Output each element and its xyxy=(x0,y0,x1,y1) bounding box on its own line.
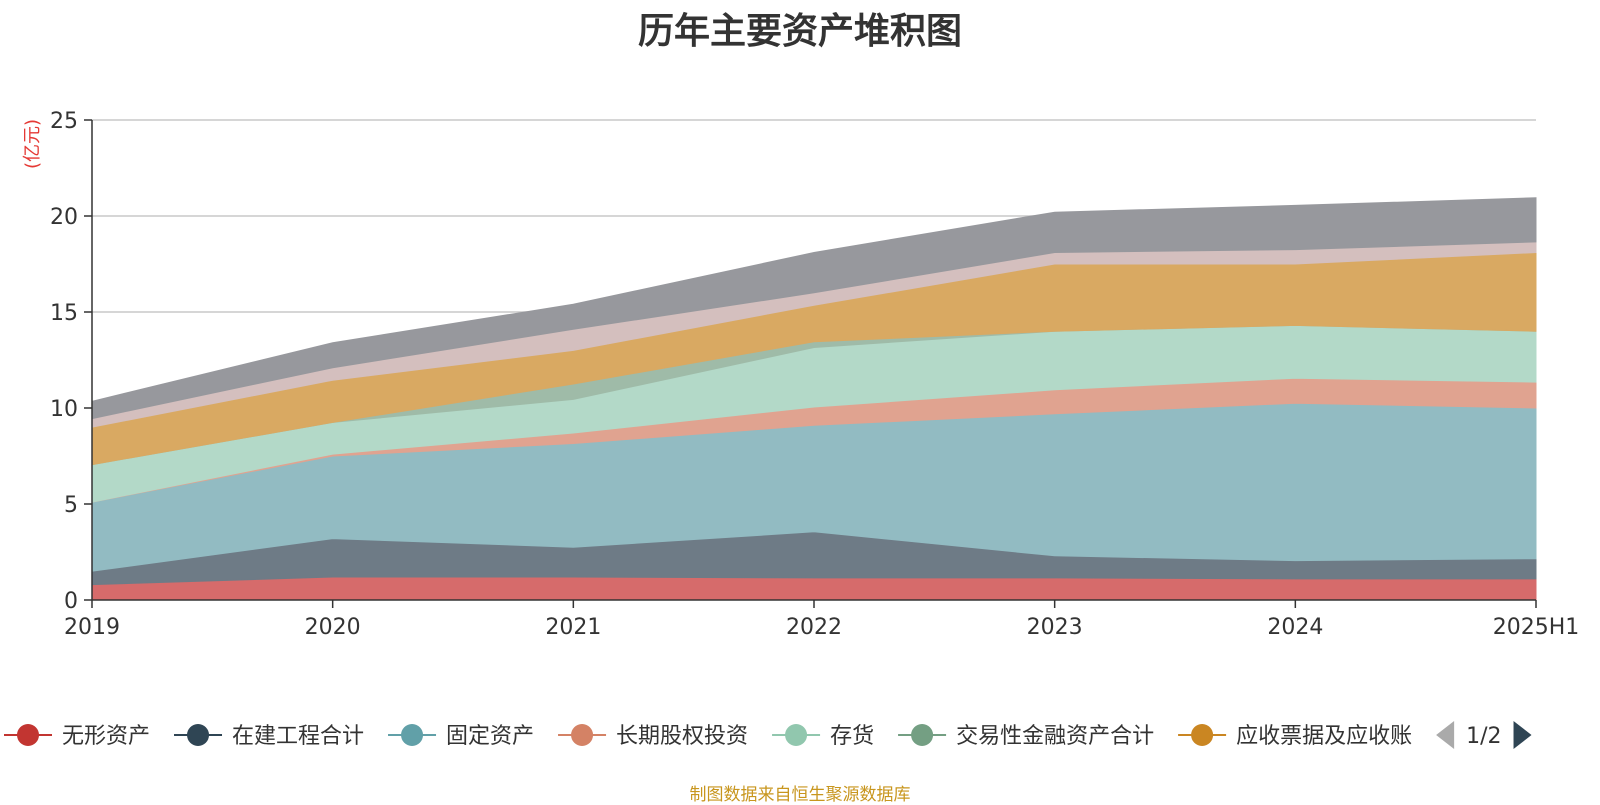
legend-next-page-icon[interactable] xyxy=(1513,721,1532,749)
y-axis-unit-label: (亿元) xyxy=(22,119,43,169)
area-series-1 xyxy=(91,576,1537,601)
y-tick-label: 25 xyxy=(50,109,78,134)
legend-item[interactable]: 存货 xyxy=(772,724,874,749)
legend-label: 在建工程合计 xyxy=(232,724,364,749)
x-tick-label: 2020 xyxy=(305,615,361,640)
chart-title: 历年主要资产堆积图 xyxy=(637,11,962,52)
legend-pager: 1/2 xyxy=(1436,721,1532,749)
legend-marker xyxy=(17,724,39,746)
legend-prev-page-icon[interactable] xyxy=(1436,721,1455,749)
y-tick-label: 15 xyxy=(50,301,78,326)
area-series-9 xyxy=(91,197,1537,420)
legend-marker xyxy=(401,724,424,746)
legend-label: 固定资产 xyxy=(446,724,534,749)
legend-item[interactable]: 长期股权投资 xyxy=(558,724,748,749)
y-tick-label: 20 xyxy=(50,205,78,230)
x-tick-label: 2022 xyxy=(786,615,842,640)
legend-marker xyxy=(785,724,808,746)
legend-item[interactable]: 交易性金融资产合计 xyxy=(898,724,1154,749)
x-tick-label: 2025H1 xyxy=(1493,615,1580,640)
legend: 无形资产 在建工程合计 固定资产 长期股权投资 存货 交易性金融资产合计 应收票据及应收账 1… xyxy=(4,721,1532,749)
legend-page-indicator: 1/2 xyxy=(1466,724,1501,749)
legend-item[interactable]: 在建工程合计 xyxy=(174,724,364,749)
legend-marker xyxy=(1191,724,1214,746)
y-tick-label: 5 xyxy=(64,493,78,518)
legend-label: 长期股权投资 xyxy=(616,724,748,749)
legend-label: 交易性金融资产合计 xyxy=(956,724,1154,749)
x-tick-label: 2024 xyxy=(1267,615,1323,640)
legend-label: 应收票据及应收账 xyxy=(1236,724,1412,749)
x-tick-label: 2023 xyxy=(1027,615,1083,640)
legend-marker xyxy=(187,724,210,746)
x-tick-label: 2021 xyxy=(545,615,601,640)
legend-label: 存货 xyxy=(830,724,874,749)
legend-marker xyxy=(571,724,594,746)
axes: 0 5 10 15 20 25 2019 2020 2021 2022 2023 2024 2025H1 xyxy=(50,109,1579,640)
legend-marker xyxy=(911,724,934,746)
area-series xyxy=(91,197,1537,601)
legend-item[interactable]: 固定资产 xyxy=(388,724,534,749)
legend-item[interactable]: 应收票据及应收账 xyxy=(1178,724,1412,749)
source-note: 制图数据来自恒生聚源数据库 xyxy=(689,785,911,805)
x-tick-label: 2019 xyxy=(64,615,120,640)
legend-label: 无形资产 xyxy=(62,724,150,749)
y-tick-label: 0 xyxy=(64,589,78,614)
legend-item[interactable]: 无形资产 xyxy=(4,724,150,749)
y-tick-label: 10 xyxy=(50,397,78,422)
